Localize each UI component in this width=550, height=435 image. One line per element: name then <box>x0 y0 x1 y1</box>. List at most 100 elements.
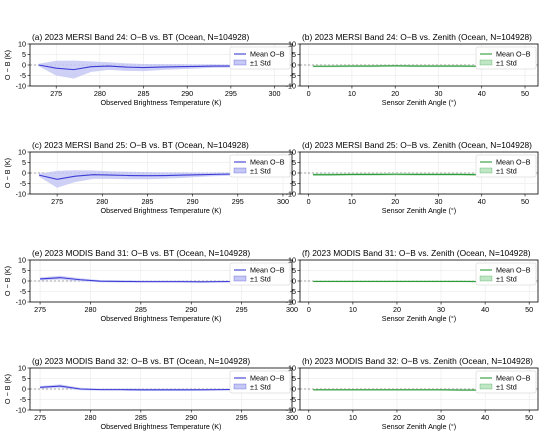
y-tick-label: -10 <box>16 190 26 199</box>
legend-mean-label: Mean O−B <box>496 266 531 275</box>
x-tick-label: 30 <box>437 413 445 422</box>
y-axis-label: O − B (K) <box>3 50 12 80</box>
x-tick-label: 280 <box>96 197 108 206</box>
y-tick-label: -10 <box>16 82 26 91</box>
legend-mean-label: Mean O−B <box>250 50 285 59</box>
y-tick-label: 10 <box>18 40 26 49</box>
y-tick-label: 10 <box>288 364 296 373</box>
legend-mean-label: Mean O−B <box>496 374 531 383</box>
legend: Mean O−B±1 Std <box>229 370 291 394</box>
x-axis-label: Observed Brightness Temperature (K) <box>101 98 222 107</box>
panel-title: (h) 2023 MODIS Band 32: O−B vs. Zenith (… <box>302 356 533 366</box>
x-tick-label: 10 <box>349 305 357 314</box>
x-tick-label: 290 <box>181 89 193 98</box>
y-tick-label: -5 <box>20 287 26 296</box>
legend-mean-label: Mean O−B <box>496 158 531 167</box>
panel-title: (b) 2023 MERSI Band 24: O−B vs. Zenith (… <box>302 32 532 42</box>
x-tick-label: 0 <box>307 89 311 98</box>
y-tick-label: -5 <box>290 71 296 80</box>
legend-std-swatch <box>233 59 247 66</box>
x-tick-label: 50 <box>525 305 533 314</box>
y-tick-label: 5 <box>22 158 26 167</box>
panel-title: (e) 2023 MODIS Band 31: O−B vs. BT (Ocea… <box>32 248 250 258</box>
y-tick-label: 10 <box>288 148 296 157</box>
x-tick-label: 20 <box>393 305 401 314</box>
x-tick-label: 285 <box>138 89 150 98</box>
x-tick-label: 0 <box>307 413 311 422</box>
y-tick-label: -10 <box>16 298 26 307</box>
y-axis-label: O − B (K) <box>3 374 12 404</box>
legend-std-label: ±1 Std <box>496 275 517 284</box>
legend-std-swatch <box>479 167 493 174</box>
y-tick-label: -10 <box>286 298 296 307</box>
y-tick-label: 10 <box>288 40 296 49</box>
x-tick-label: 285 <box>135 413 147 422</box>
legend-std-swatch <box>479 383 493 390</box>
y-tick-label: 0 <box>22 61 26 70</box>
legend-std-label: ±1 Std <box>250 383 271 392</box>
x-tick-label: 285 <box>135 305 147 314</box>
y-tick-label: 10 <box>18 364 26 373</box>
y-tick-label: 5 <box>292 158 296 167</box>
x-tick-label: 290 <box>187 197 199 206</box>
y-tick-label: 5 <box>22 266 26 275</box>
x-tick-label: 295 <box>225 89 237 98</box>
y-tick-label: -10 <box>286 82 296 91</box>
x-tick-label: 20 <box>391 89 399 98</box>
x-tick-label: 50 <box>521 89 529 98</box>
y-tick-label: 5 <box>292 266 296 275</box>
legend-std-swatch <box>479 59 493 66</box>
x-tick-label: 295 <box>236 413 248 422</box>
x-axis-label: Sensor Zenith Angle (°) <box>382 422 456 431</box>
legend: Mean O−B±1 Std <box>475 154 537 178</box>
y-tick-label: 5 <box>292 50 296 59</box>
x-axis-label: Sensor Zenith Angle (°) <box>382 314 456 323</box>
x-tick-label: 280 <box>84 305 96 314</box>
x-axis-label: Observed Brightness Temperature (K) <box>101 314 222 323</box>
x-tick-label: 280 <box>94 89 106 98</box>
x-tick-label: 285 <box>141 197 153 206</box>
x-tick-label: 300 <box>277 197 289 206</box>
panel-title: (g) 2023 MODIS Band 32: O−B vs. BT (Ocea… <box>32 356 250 366</box>
x-tick-label: 20 <box>393 413 401 422</box>
legend-std-label: ±1 Std <box>250 275 271 284</box>
x-axis-label: Sensor Zenith Angle (°) <box>382 206 456 215</box>
x-axis-label: Sensor Zenith Angle (°) <box>382 98 456 107</box>
x-tick-label: 275 <box>51 197 63 206</box>
x-axis-label: Observed Brightness Temperature (K) <box>101 422 222 431</box>
y-tick-label: -5 <box>20 395 26 404</box>
x-tick-label: 40 <box>481 305 489 314</box>
x-tick-label: 300 <box>286 305 298 314</box>
panel-title: (a) 2023 MERSI Band 24: O−B vs. BT (Ocea… <box>32 32 249 42</box>
legend-std-swatch <box>233 275 247 282</box>
y-tick-label: -5 <box>290 179 296 188</box>
y-tick-label: 0 <box>292 277 296 286</box>
x-tick-label: 295 <box>236 305 248 314</box>
x-tick-label: 50 <box>525 413 533 422</box>
legend-std-label: ±1 Std <box>496 167 517 176</box>
x-tick-label: 30 <box>437 305 445 314</box>
legend-std-swatch <box>233 167 247 174</box>
legend-std-swatch <box>479 275 493 282</box>
legend-std-label: ±1 Std <box>250 167 271 176</box>
y-tick-label: 5 <box>22 50 26 59</box>
x-tick-label: 0 <box>307 305 311 314</box>
x-tick-label: 40 <box>478 197 486 206</box>
y-tick-label: 0 <box>22 385 26 394</box>
panel-title: (c) 2023 MERSI Band 25: O−B vs. BT (Ocea… <box>32 140 249 150</box>
legend: Mean O−B±1 Std <box>475 46 537 70</box>
legend: Mean O−B±1 Std <box>475 262 537 286</box>
x-tick-label: 280 <box>84 413 96 422</box>
y-tick-label: -10 <box>16 406 26 415</box>
x-tick-label: 300 <box>269 89 281 98</box>
legend-std-label: ±1 Std <box>496 59 517 68</box>
y-tick-label: -5 <box>20 71 26 80</box>
y-tick-label: -5 <box>290 287 296 296</box>
